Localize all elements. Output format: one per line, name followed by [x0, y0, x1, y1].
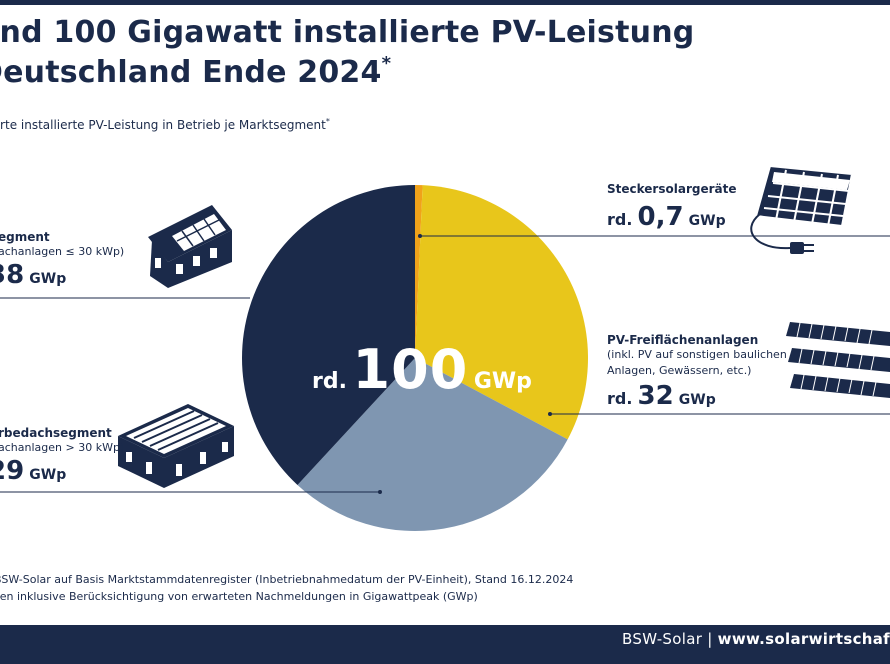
footer-url[interactable]: www.solarwirtschaf: [717, 630, 890, 648]
label-gewerbe-sub1: achanlagen > 30 kWp): [0, 441, 125, 454]
pie-slice-2: [297, 358, 568, 532]
footer-brand: BSW-Solar | www.solarwirtschaf: [622, 630, 890, 648]
label-gewerbe: rbedachsegment achanlagen > 30 kWp) 29 G…: [0, 426, 124, 486]
label-freiflaeche-value: 32: [637, 381, 674, 411]
house-icon: [148, 205, 232, 288]
center-prefix: rd.: [312, 369, 347, 394]
label-freiflaeche-sub1: (inkl. PV auf sonstigen baulichen: [607, 348, 787, 361]
footnote-units: sen inklusive Berücksichtigung von erwar…: [0, 590, 478, 603]
leader-dot-gewerbe: [378, 490, 382, 494]
title-line-2: Deutschland Ende 2024*: [0, 53, 392, 90]
title-asterisk: *: [381, 53, 392, 74]
leader-dot-stecker: [418, 234, 422, 238]
footnote-source: BSW-Solar auf Basis Marktstammdatenregis…: [0, 573, 574, 586]
footer-separator: |: [702, 630, 718, 648]
label-gewerbe-name: rbedachsegment: [0, 426, 112, 440]
label-gewerbe-value-row: 29 GWp: [0, 456, 124, 486]
label-hausdach-name: egment: [0, 230, 50, 244]
chart-subtitle: lierte installierte PV-Leistung in Betri…: [0, 117, 330, 132]
center-value: 100: [352, 338, 469, 401]
bottom-bar: [0, 625, 890, 664]
label-stecker-value: 0,7: [637, 202, 684, 232]
label-freiflaeche-value-row: rd. 32 GWp: [607, 381, 787, 411]
commercial-building-icon: [118, 404, 234, 488]
label-freiflaeche: PV-Freiflächenanlagen (inkl. PV auf sons…: [607, 333, 787, 411]
footer-org: BSW-Solar: [622, 630, 703, 648]
label-gewerbe-value: 29: [0, 456, 25, 486]
solar-park-icon: [786, 322, 890, 398]
pie-slice-3: [241, 185, 415, 485]
label-stecker-name: Steckersolargeräte: [607, 182, 737, 196]
label-stecker-unit: GWp: [688, 213, 726, 229]
leader-dot-freiflaeche: [548, 412, 552, 416]
label-stecker: Steckersolargeräte rd. 0,7 GWp: [607, 182, 736, 232]
label-freiflaeche-name: PV-Freiflächenanlagen: [607, 333, 759, 347]
title-line-2-text: Deutschland Ende 2024: [0, 55, 382, 90]
pie-slice-0: [415, 185, 423, 358]
label-freiflaeche-prefix: rd.: [607, 389, 633, 408]
label-gewerbe-unit: GWp: [29, 467, 67, 483]
top-bar: [0, 0, 890, 5]
plug-in-solar-icon: [750, 164, 854, 254]
label-hausdach-value: 38: [0, 260, 25, 290]
pie-slice-1: [415, 185, 588, 440]
label-freiflaeche-unit: GWp: [678, 392, 716, 408]
label-stecker-prefix: rd.: [607, 210, 633, 229]
label-hausdach-value-row: 38 GWp: [0, 260, 124, 290]
label-hausdach-unit: GWp: [29, 271, 67, 287]
pie-chart: [241, 185, 588, 532]
label-freiflaeche-sub2: Anlagen, Gewässern, etc.): [607, 364, 752, 377]
label-hausdach: egment achanlagen ≤ 30 kWp) 38 GWp: [0, 230, 124, 290]
title-line-1: und 100 Gigawatt installierte PV-Leistun…: [0, 15, 695, 50]
pie-center-label: rd. 100 GWp: [312, 338, 532, 401]
label-stecker-value-row: rd. 0,7 GWp: [607, 202, 736, 232]
center-unit: GWp: [473, 369, 532, 394]
subtitle-text: lierte installierte PV-Leistung in Betri…: [0, 118, 326, 132]
subtitle-asterisk: *: [325, 117, 330, 126]
label-hausdach-sub1: achanlagen ≤ 30 kWp): [0, 245, 125, 258]
